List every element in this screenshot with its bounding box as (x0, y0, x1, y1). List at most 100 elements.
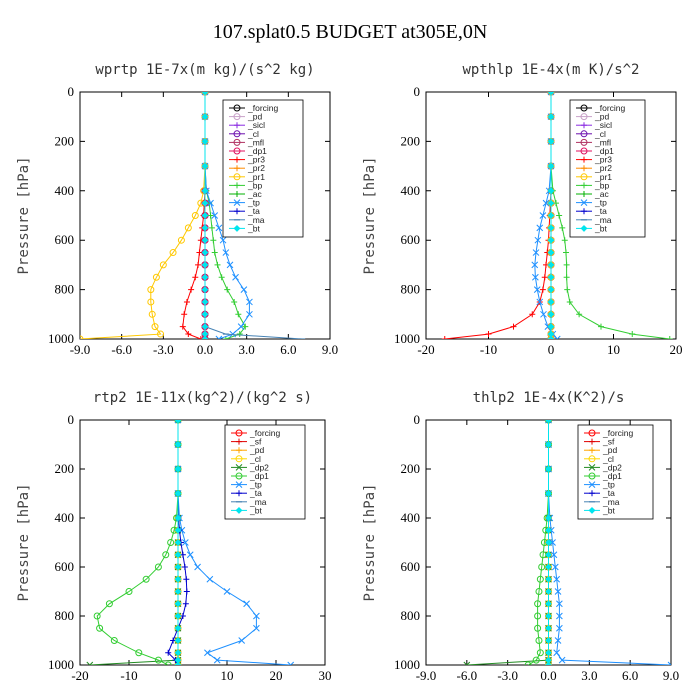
legend-marker (581, 191, 587, 197)
legend-marker (234, 165, 240, 172)
data-point (246, 298, 253, 306)
legend-marker (235, 429, 243, 437)
series-bt (545, 420, 552, 665)
legend-item: _ma (229, 215, 265, 225)
data-point (174, 600, 182, 608)
data-point (174, 575, 182, 583)
series-pr1 (80, 92, 209, 339)
legend-marker (234, 182, 240, 189)
data-point (201, 298, 209, 306)
data-point (559, 224, 566, 231)
x-tick-label: -9.0 (416, 668, 437, 683)
legend: _forcing_pd_sicl_cl_mfl_dp1_pr3_pr2_pr1_… (569, 99, 646, 238)
x-tick-label: 9.0 (663, 668, 679, 683)
data-point (547, 113, 555, 121)
x-tick-label: -20 (417, 342, 434, 357)
x-tick-label: 3.0 (239, 342, 255, 357)
series-dp1 (93, 420, 182, 665)
data-point (542, 199, 550, 207)
legend-label: _pr3 (594, 155, 612, 165)
y-tick-label: 0 (414, 84, 421, 99)
data-point (536, 298, 544, 306)
legend-marker (234, 208, 240, 215)
legend-label: _ac (247, 189, 262, 199)
x-tick-label: 20 (270, 668, 283, 683)
legend-marker (589, 447, 595, 454)
data-point (547, 298, 555, 306)
plot-frame (79, 419, 326, 666)
legend-item: _pr2 (229, 163, 265, 173)
data-point (485, 331, 492, 338)
data-point (208, 224, 215, 231)
y-tick-label: 600 (401, 559, 421, 574)
data-point (547, 310, 555, 318)
legend-label: _bp (594, 180, 609, 190)
series-bt (174, 420, 182, 665)
legend-item: _bt (584, 505, 615, 515)
data-point (236, 331, 243, 338)
legend-label: _dp1 (594, 146, 614, 156)
data-point (556, 212, 563, 219)
data-point (201, 92, 209, 96)
data-point (666, 336, 673, 339)
legend-item: _ma (576, 215, 612, 225)
legend-item: _tp (229, 198, 260, 208)
legend-label: _bt (249, 505, 262, 515)
legend-item: _bt (231, 505, 262, 515)
data-point (545, 637, 552, 644)
legend-marker (580, 173, 588, 181)
legend-item: _ac (576, 189, 609, 199)
y-tick-label: 200 (401, 133, 421, 148)
data-point (174, 465, 182, 473)
panel-title: wprtp 1E-7x(m kg)/(s^2 kg) (95, 62, 314, 78)
data-point (183, 588, 190, 595)
data-point (226, 261, 234, 269)
legend-marker (236, 447, 242, 454)
data-point (533, 286, 541, 293)
y-tick-label: 600 (55, 232, 75, 247)
data-point (201, 224, 209, 232)
data-point (545, 661, 552, 665)
y-tick-label: 600 (55, 559, 75, 574)
data-point (224, 286, 231, 293)
x-tick-label: 0 (175, 668, 182, 683)
y-tick-label: 400 (55, 510, 75, 525)
data-point (553, 575, 561, 583)
legend-label: _pr1 (247, 172, 265, 182)
legend-marker (233, 130, 241, 138)
y-tick-label: 600 (401, 232, 421, 247)
data-point (547, 335, 555, 339)
data-point (667, 661, 671, 665)
y-tick-label: 400 (55, 183, 75, 198)
series-line (96, 420, 179, 665)
data-point (545, 551, 552, 559)
data-point (558, 656, 566, 664)
data-point (629, 331, 636, 338)
legend-label: _mfl (594, 137, 611, 147)
legend-marker (233, 104, 241, 112)
y-axis-label: Pressure [hPa] (16, 156, 32, 274)
data-point (550, 551, 558, 559)
data-point (183, 298, 190, 305)
legend-label: _pd (602, 445, 617, 455)
legend-label: _dp2 (249, 462, 269, 472)
legend-item: _tp (576, 198, 607, 208)
data-point (181, 311, 188, 318)
data-point (539, 286, 546, 293)
data-point (545, 563, 552, 571)
legend-label: _sf (249, 437, 262, 447)
legend-item: _dp1 (231, 471, 269, 481)
data-point (547, 286, 555, 294)
data-point (545, 612, 552, 620)
data-point (553, 649, 561, 657)
data-point (201, 92, 209, 96)
data-point (547, 162, 555, 170)
legend-label: _bp (247, 180, 262, 190)
data-point (162, 551, 170, 559)
data-point (201, 310, 209, 318)
legend-marker (588, 429, 596, 437)
data-point (563, 261, 570, 268)
legend-label: _cl (249, 454, 261, 464)
figure-title: 107.splat0.5 BUDGET at305E,0N (213, 21, 488, 43)
data-point (561, 237, 568, 244)
